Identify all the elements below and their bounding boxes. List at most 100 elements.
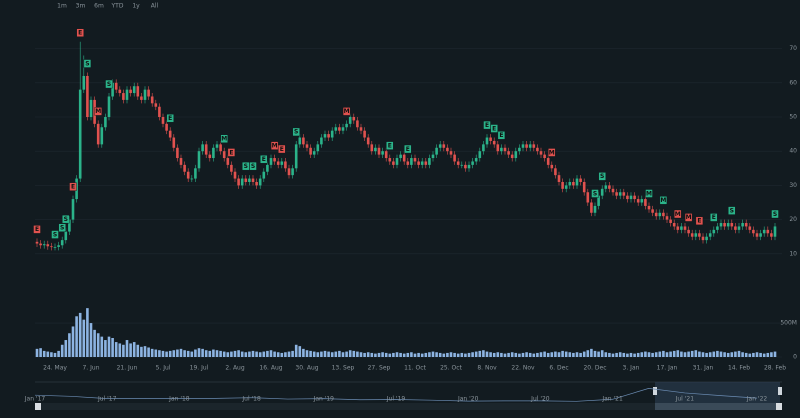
volume-bar bbox=[363, 352, 366, 357]
volume-bar bbox=[485, 351, 489, 357]
navigator-handle-right[interactable] bbox=[778, 387, 782, 395]
flag-label: M bbox=[675, 211, 681, 218]
scrollbar-left-arrow[interactable] bbox=[35, 403, 41, 410]
candle-body bbox=[222, 151, 226, 159]
volume-bar bbox=[593, 350, 597, 357]
candle-body bbox=[68, 219, 71, 232]
candle-body bbox=[190, 178, 194, 180]
scrollbar-right-arrow[interactable] bbox=[776, 403, 782, 410]
navigator-handle-left[interactable] bbox=[653, 387, 657, 395]
volume-bar bbox=[456, 353, 460, 357]
x-tick-label: 6. Dec bbox=[549, 365, 568, 372]
candle-body bbox=[50, 246, 53, 248]
candle-body bbox=[521, 144, 525, 148]
volume-bar bbox=[352, 350, 356, 357]
candle-body bbox=[431, 154, 435, 159]
volume-bar bbox=[366, 352, 370, 357]
candle-body bbox=[230, 164, 233, 172]
volume-bar bbox=[402, 353, 406, 357]
candle-body bbox=[600, 188, 604, 196]
candle-body bbox=[420, 161, 424, 165]
candle-body bbox=[302, 137, 305, 145]
volume-bar bbox=[204, 350, 208, 357]
volume-bar bbox=[510, 352, 514, 357]
flag bbox=[33, 225, 41, 234]
candle-body bbox=[435, 147, 438, 155]
candle-body bbox=[413, 158, 417, 162]
volume-bar bbox=[579, 352, 582, 357]
range-button[interactable]: YTD bbox=[111, 3, 124, 10]
x-tick-label: 3. Jan bbox=[623, 365, 640, 372]
candle-body bbox=[723, 223, 726, 227]
volume-bar bbox=[644, 351, 647, 357]
volume-bar bbox=[179, 348, 183, 357]
candle-body bbox=[449, 151, 453, 155]
candle-body bbox=[352, 117, 356, 121]
candle-body bbox=[424, 161, 428, 165]
volume-bar bbox=[377, 352, 381, 357]
volume-bar bbox=[309, 350, 312, 357]
volume-bar bbox=[726, 352, 730, 357]
flag-label: E bbox=[406, 146, 410, 153]
x-tick-label: 19. Jul bbox=[190, 365, 209, 372]
candle-body bbox=[428, 158, 431, 165]
candle-body bbox=[212, 147, 215, 159]
candle-body bbox=[273, 158, 276, 162]
volume-bar bbox=[215, 350, 219, 357]
range-button[interactable]: 1y bbox=[132, 3, 140, 10]
candle-body bbox=[500, 147, 503, 152]
candle-body bbox=[687, 229, 690, 234]
flag-label: M bbox=[660, 197, 666, 204]
candle-body bbox=[662, 212, 665, 217]
volume-bar bbox=[755, 352, 759, 357]
volume-bar bbox=[294, 344, 298, 357]
range-button[interactable]: 1m bbox=[57, 3, 67, 10]
candle-body bbox=[165, 123, 168, 131]
candle-body bbox=[410, 158, 413, 165]
candle-body bbox=[201, 144, 204, 152]
flag bbox=[548, 148, 556, 157]
candle-body bbox=[719, 223, 723, 227]
volume-bar bbox=[464, 353, 467, 357]
flag-label: S bbox=[244, 163, 248, 170]
x-tick-label: 5. Jul bbox=[156, 365, 171, 372]
volume-bar bbox=[705, 352, 708, 357]
x-tick-label: 30. Aug bbox=[295, 365, 318, 372]
candle-body bbox=[294, 144, 298, 169]
flag bbox=[659, 196, 668, 205]
flag-label: M bbox=[686, 214, 692, 221]
volume-bar bbox=[417, 352, 420, 357]
scrollbar-thumb[interactable] bbox=[655, 403, 780, 410]
volume-bar bbox=[194, 349, 197, 357]
volume-bar bbox=[586, 350, 590, 357]
candle-body bbox=[546, 158, 550, 165]
volume-bar bbox=[492, 352, 496, 357]
candle-body bbox=[644, 199, 647, 206]
volume-bar bbox=[230, 351, 233, 357]
volume-bar bbox=[273, 351, 276, 357]
candle-body bbox=[471, 161, 474, 165]
candle-body bbox=[694, 233, 698, 237]
volume-bar bbox=[651, 352, 654, 357]
flag-label: E bbox=[712, 214, 716, 221]
volume-bar bbox=[618, 352, 622, 357]
volume-bar bbox=[287, 351, 291, 357]
navigator-label: Jan '19 bbox=[313, 396, 335, 403]
scrollbar-track[interactable] bbox=[35, 403, 782, 410]
range-button[interactable]: All bbox=[151, 3, 159, 10]
flag-label: S bbox=[60, 225, 64, 232]
candle-body bbox=[219, 144, 222, 152]
volume-bar bbox=[323, 350, 327, 357]
volume-bar bbox=[759, 352, 762, 357]
volume-bar bbox=[701, 352, 705, 357]
range-button[interactable]: 3m bbox=[76, 3, 86, 10]
range-button[interactable]: 6m bbox=[94, 3, 104, 10]
candle-body bbox=[654, 212, 658, 217]
candle-body bbox=[240, 178, 244, 186]
volume-bar bbox=[60, 344, 64, 357]
volume-tick-label: 500M bbox=[780, 320, 797, 327]
volume-bar bbox=[471, 352, 474, 357]
volume-bar bbox=[615, 352, 618, 357]
volume-bar bbox=[608, 352, 611, 357]
volume-bar bbox=[258, 352, 262, 357]
